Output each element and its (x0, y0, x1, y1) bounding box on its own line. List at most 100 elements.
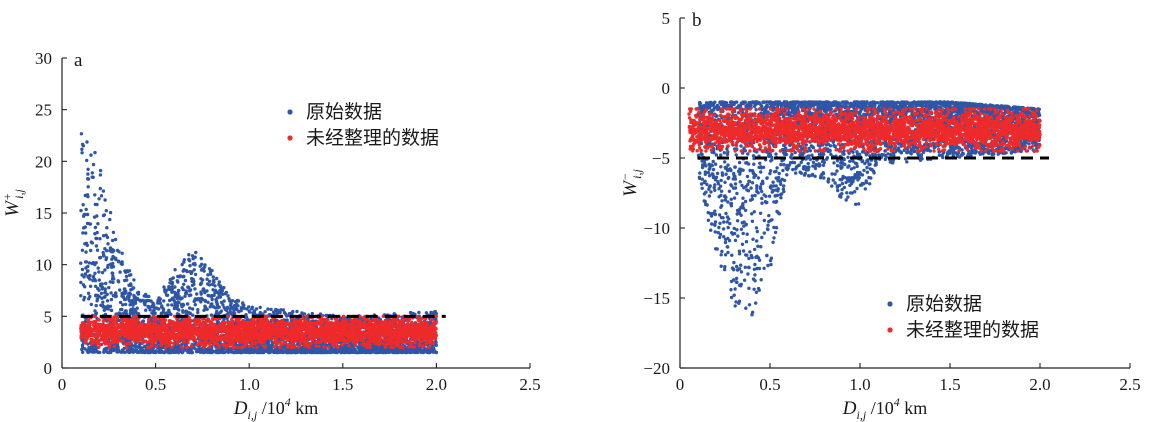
raw-data-point (106, 307, 110, 311)
raw-data-point (102, 213, 107, 217)
raw-data-point (110, 257, 114, 261)
raw-data-point (215, 309, 219, 314)
raw-data-point (266, 350, 271, 355)
raw-data-point (111, 274, 115, 278)
raw-data-point (175, 279, 179, 283)
raw-data-point (185, 269, 189, 274)
raw-data-point (221, 350, 225, 355)
cleaned-data-point (151, 314, 156, 318)
cleaned-data-point (297, 345, 301, 349)
raw-data-point (366, 350, 370, 354)
raw-data-point (111, 294, 116, 298)
raw-data-point (269, 307, 273, 312)
raw-data-point (179, 303, 183, 307)
raw-data-point (258, 348, 262, 352)
raw-data-point (274, 307, 278, 312)
raw-data-point (129, 283, 133, 288)
raw-data-point (161, 307, 166, 312)
raw-data-point (82, 295, 87, 300)
raw-data-point (191, 262, 195, 266)
raw-data-point (199, 282, 203, 286)
raw-data-point (211, 275, 215, 279)
raw-data-point (128, 308, 133, 313)
raw-data-point (81, 203, 85, 207)
raw-data-point (104, 209, 109, 213)
cleaned-data-point (172, 341, 176, 345)
raw-data-point (282, 346, 286, 350)
raw-data-point (127, 350, 131, 354)
x-tick-label: 0.5 (145, 375, 166, 394)
raw-data-point (185, 302, 190, 306)
raw-data-point (226, 311, 230, 315)
raw-data-point (117, 259, 121, 263)
raw-data-point (98, 168, 103, 173)
raw-data-point (235, 307, 239, 312)
raw-data-point (184, 291, 189, 295)
raw-data-point (98, 237, 102, 241)
raw-data-point (107, 285, 111, 290)
raw-data-point (321, 348, 325, 353)
raw-data-point (96, 266, 100, 270)
raw-data-point (113, 237, 118, 242)
raw-data-point (246, 349, 250, 353)
raw-data-point (187, 253, 191, 257)
raw-data-point (83, 285, 87, 289)
raw-data-point (96, 293, 100, 298)
raw-data-point (79, 208, 83, 213)
raw-data-point (182, 268, 186, 272)
raw-data-point (295, 309, 299, 314)
raw-data-point (94, 244, 99, 248)
raw-data-point (117, 311, 121, 315)
cleaned-data-point (239, 345, 244, 349)
raw-data-point (86, 177, 91, 181)
raw-data-point (93, 309, 97, 313)
x-tick-label: 1.0 (239, 375, 260, 394)
raw-data-point (165, 293, 170, 297)
raw-data-point (103, 247, 107, 251)
raw-data-point (212, 280, 216, 284)
raw-data-point (173, 268, 177, 272)
raw-data-point (111, 348, 116, 353)
raw-data-point (166, 303, 170, 307)
raw-data-point (183, 278, 188, 283)
raw-data-point (143, 345, 147, 349)
cleaned-data-point (147, 340, 151, 344)
raw-data-point (188, 288, 193, 292)
raw-data-point (224, 290, 229, 295)
raw-data-point (80, 151, 84, 155)
cleaned-data-point (322, 345, 326, 349)
y-tick-label: 30 (35, 49, 52, 68)
raw-data-point (205, 289, 209, 293)
raw-data-point (239, 309, 243, 313)
raw-data-point (98, 173, 103, 177)
raw-data-point (79, 280, 83, 285)
raw-data-point (82, 275, 86, 279)
raw-data-point (188, 264, 192, 268)
raw-data-point (169, 312, 173, 317)
raw-data-point (80, 147, 84, 151)
raw-data-point (176, 274, 180, 279)
cleaned-data-point (186, 341, 190, 345)
raw-data-point (99, 291, 104, 296)
raw-data-point (328, 349, 332, 353)
cleaned-data-point (381, 314, 385, 318)
raw-data-point (180, 262, 184, 267)
raw-data-point (85, 140, 89, 144)
raw-data-point (277, 350, 281, 354)
raw-data-point (97, 197, 101, 201)
raw-data-point (183, 294, 187, 298)
raw-data-point (248, 310, 252, 314)
raw-data-point (134, 345, 139, 349)
raw-data-point (156, 298, 160, 303)
raw-data-point (193, 298, 197, 302)
x-tick-label: 2.5 (519, 375, 540, 394)
raw-data-point (146, 305, 151, 309)
y-tick-label: 25 (35, 101, 52, 120)
raw-data-point (100, 296, 104, 300)
raw-data-point (206, 300, 210, 304)
raw-data-point (187, 259, 192, 263)
raw-data-point (93, 225, 98, 230)
raw-data-point (201, 287, 206, 291)
raw-data-point (235, 298, 239, 303)
